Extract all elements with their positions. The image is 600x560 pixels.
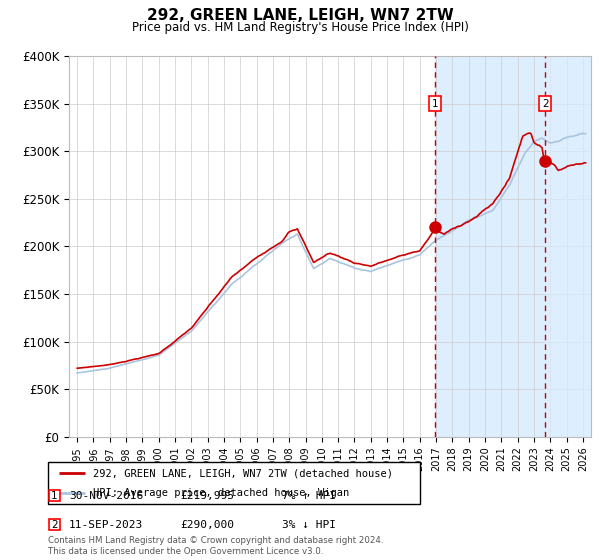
Text: £219,995: £219,995	[180, 491, 234, 501]
Text: 2: 2	[51, 520, 58, 530]
Text: 3% ↓ HPI: 3% ↓ HPI	[282, 520, 336, 530]
Text: 30-NOV-2016: 30-NOV-2016	[69, 491, 143, 501]
Text: HPI: Average price, detached house, Wigan: HPI: Average price, detached house, Wiga…	[92, 488, 349, 498]
Text: 7% ↑ HPI: 7% ↑ HPI	[282, 491, 336, 501]
Text: Contains HM Land Registry data © Crown copyright and database right 2024.
This d: Contains HM Land Registry data © Crown c…	[48, 536, 383, 556]
FancyBboxPatch shape	[49, 490, 60, 501]
Text: Price paid vs. HM Land Registry's House Price Index (HPI): Price paid vs. HM Land Registry's House …	[131, 21, 469, 34]
Text: 292, GREEN LANE, LEIGH, WN7 2TW (detached house): 292, GREEN LANE, LEIGH, WN7 2TW (detache…	[92, 468, 392, 478]
Bar	[545, 56, 591, 437]
Text: 1: 1	[51, 491, 58, 501]
Bar	[435, 56, 591, 437]
Text: 292, GREEN LANE, LEIGH, WN7 2TW: 292, GREEN LANE, LEIGH, WN7 2TW	[146, 8, 454, 24]
Text: 1: 1	[431, 99, 438, 109]
FancyBboxPatch shape	[49, 519, 60, 530]
Text: 11-SEP-2023: 11-SEP-2023	[69, 520, 143, 530]
Text: 2: 2	[542, 99, 548, 109]
Text: £290,000: £290,000	[180, 520, 234, 530]
FancyBboxPatch shape	[48, 462, 420, 504]
